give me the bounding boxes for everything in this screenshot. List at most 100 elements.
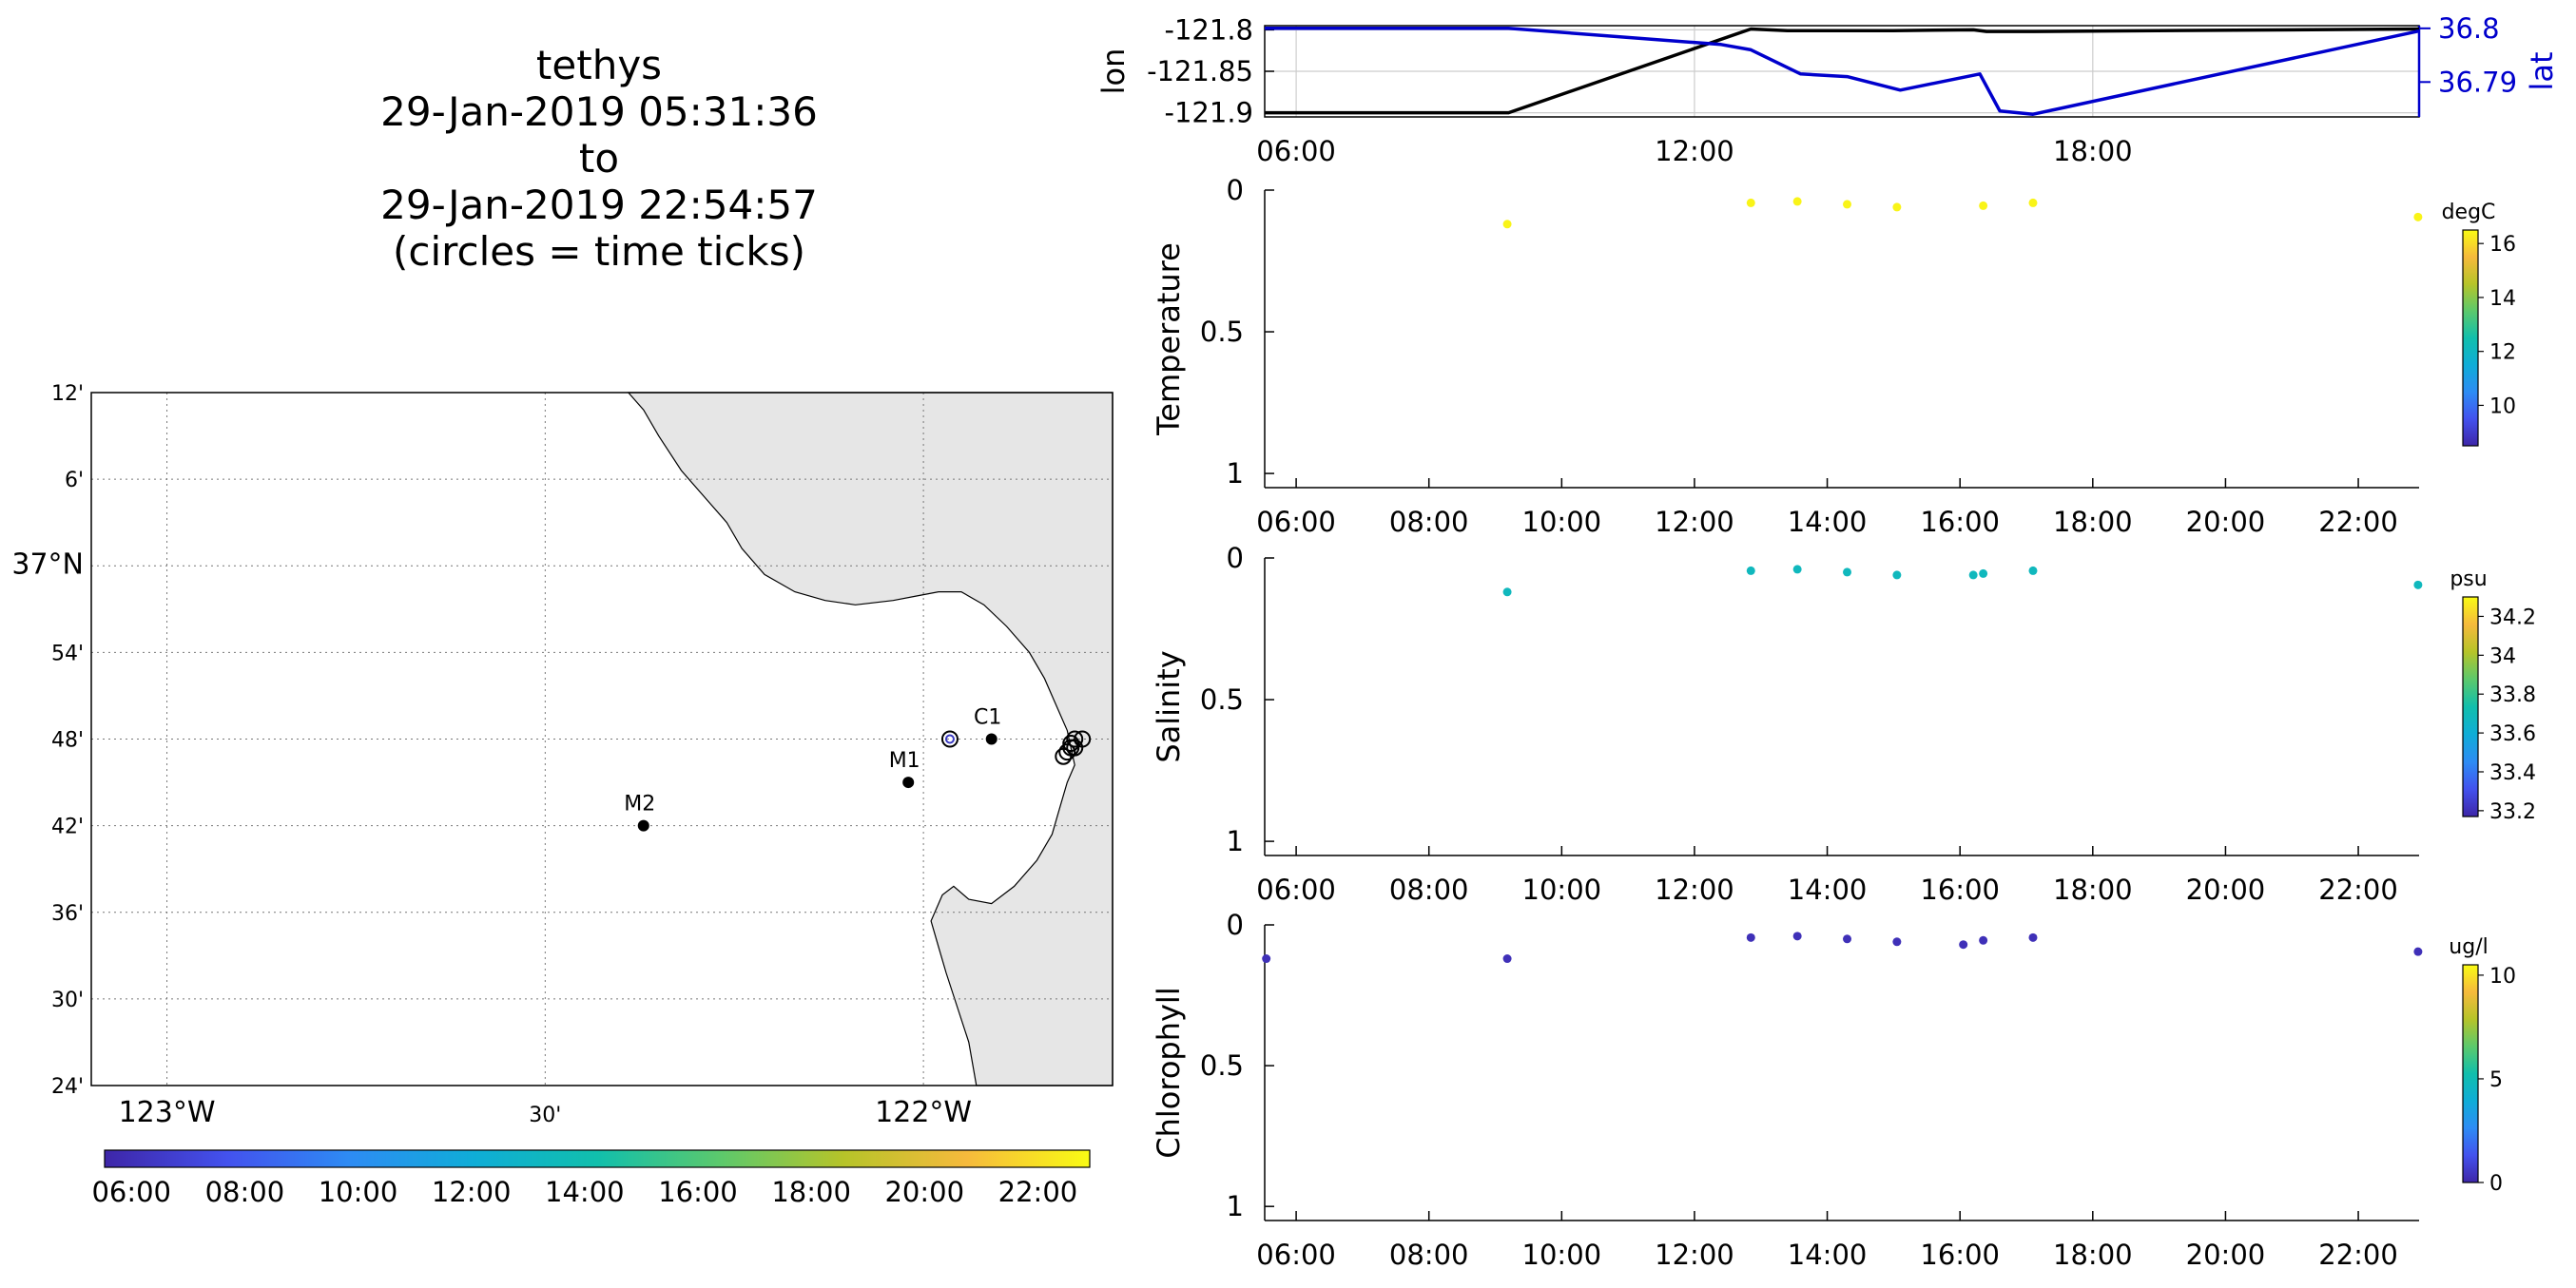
temperature-colorbar-tick-label: 12	[2489, 341, 2516, 365]
map-lat-tick-label: 37°N	[11, 548, 84, 581]
chlorophyll-y-tick-label: 0	[1227, 909, 1244, 941]
track-time-circle	[1066, 730, 1084, 748]
chlorophyll-x-tick-label: 10:00	[1522, 1239, 1602, 1271]
temperature-data-point	[1843, 200, 1852, 209]
station-marker	[902, 777, 915, 789]
lonlat-x-tick-label: 12:00	[1655, 135, 1734, 167]
track-time-circle	[1055, 747, 1073, 765]
chlorophyll-data-point	[1502, 954, 1512, 964]
chlorophyll-x-tick-label: 12:00	[1655, 1239, 1734, 1271]
salinity-x-tick-label: 18:00	[2053, 874, 2133, 906]
salinity-y-tick-label: 0.5	[1200, 683, 1244, 716]
temperature-x-tick-label: 10:00	[1522, 506, 1602, 538]
time-colorbar-tick-label: 06:00	[91, 1176, 171, 1208]
chlorophyll-data-point	[1959, 940, 1968, 950]
map-frame	[90, 392, 1114, 1086]
temperature-data-point	[1746, 198, 1755, 207]
salinity-data-point	[1502, 587, 1512, 597]
time-colorbar-tick-label: 10:00	[319, 1176, 398, 1208]
salinity-data-point	[1843, 567, 1852, 577]
salinity-x-tick-label: 14:00	[1788, 874, 1868, 906]
salinity-colorbar-units: psu	[2450, 567, 2487, 591]
lon-tick-label: -121.8	[1165, 13, 1254, 46]
salinity-y-tick-label: 1	[1227, 825, 1244, 857]
salinity-data-point	[1746, 566, 1755, 575]
chlorophyll-colorbar-tick-label: 10	[2489, 965, 2516, 989]
time-colorbar-tick-label: 22:00	[998, 1176, 1078, 1208]
salinity-x-tick-label: 22:00	[2318, 874, 2398, 906]
figure-title: tethys 29-Jan-2019 05:31:36 to 29-Jan-20…	[228, 42, 970, 275]
salinity-x-tick-label: 10:00	[1522, 874, 1602, 906]
chlorophyll-data-point	[1892, 937, 1902, 947]
lonlat-x-tick-label: 18:00	[2053, 135, 2133, 167]
chlorophyll-x-tick-label: 14:00	[1788, 1239, 1868, 1271]
temperature-x-tick-label: 14:00	[1788, 506, 1868, 538]
chlorophyll-data-point	[1262, 954, 1271, 964]
title-line-vehicle: tethys	[535, 42, 663, 88]
temperature-data-point	[1792, 197, 1802, 206]
map-lat-tick-label: 6'	[65, 469, 84, 492]
chlorophyll-colorbar-units: ug/l	[2449, 935, 2488, 959]
lonlat-x-tick-label: 06:00	[1256, 135, 1336, 167]
map-lat-tick-label: 12'	[51, 382, 84, 406]
temperature-x-tick-label: 18:00	[2053, 506, 2133, 538]
track-start-marker	[944, 734, 955, 744]
temperature-x-tick-label: 16:00	[1920, 506, 2000, 538]
time-colorbar-tick-label: 20:00	[884, 1176, 964, 1208]
chlorophyll-x-tick-label: 20:00	[2186, 1239, 2266, 1271]
map-lon-tick-label: 122°W	[875, 1096, 972, 1129]
temperature-y-tick-label: 0	[1227, 174, 1244, 206]
temperature-x-tick-label: 22:00	[2318, 506, 2398, 538]
temperature-colorbar-units: degC	[2442, 201, 2496, 224]
track-time-circle	[1062, 735, 1080, 753]
chlorophyll-x-tick-label: 22:00	[2318, 1239, 2398, 1271]
salinity-data-point	[2413, 580, 2423, 589]
temperature-data-point	[1892, 202, 1902, 212]
station-label: C1	[974, 706, 1001, 730]
salinity-colorbar-tick-label: 33.8	[2489, 683, 2536, 707]
lon-series-line	[1265, 27, 2420, 115]
salinity-x-tick-label: 08:00	[1389, 874, 1469, 906]
map-lat-tick-label: 36'	[51, 902, 84, 926]
station-marker	[985, 733, 997, 745]
temperature-colorbar-tick-label: 14	[2489, 287, 2516, 311]
salinity-data-point	[1792, 565, 1802, 574]
map-lat-tick-label: 48'	[51, 729, 84, 753]
map-lon-tick-label: 30'	[529, 1104, 561, 1127]
temperature-x-tick-label: 06:00	[1256, 506, 1336, 538]
temperature-axis-label: Temperature	[1151, 242, 1187, 436]
chlorophyll-colorbar-tick-label: 5	[2489, 1068, 2503, 1092]
chlorophyll-x-tick-label: 16:00	[1920, 1239, 2000, 1271]
salinity-x-tick-label: 20:00	[2186, 874, 2266, 906]
lat-series-line	[1265, 27, 2420, 116]
chlorophyll-colorbar	[2462, 964, 2479, 1183]
salinity-colorbar	[2462, 596, 2479, 817]
time-colorbar-tick-label: 12:00	[432, 1176, 512, 1208]
temperature-colorbar-tick-label: 16	[2489, 233, 2516, 257]
station-label: M2	[624, 793, 655, 817]
salinity-data-point	[1979, 568, 1988, 578]
chlorophyll-data-point	[2413, 947, 2423, 956]
temperature-data-point	[1979, 201, 1988, 210]
salinity-colorbar-tick-label: 33.4	[2489, 761, 2536, 785]
track-time-circle	[940, 730, 959, 748]
salinity-x-tick-label: 12:00	[1655, 874, 1734, 906]
chlorophyll-y-tick-label: 0.5	[1200, 1049, 1244, 1082]
chlorophyll-x-tick-label: 18:00	[2053, 1239, 2133, 1271]
map-lon-tick-label: 123°W	[119, 1096, 216, 1129]
salinity-data-point	[1892, 570, 1902, 580]
temperature-colorbar	[2462, 229, 2479, 447]
title-line-start: 29-Jan-2019 05:31:36	[380, 88, 818, 135]
title-line-end: 29-Jan-2019 22:54:57	[380, 182, 818, 228]
salinity-colorbar-tick-label: 33.2	[2489, 800, 2536, 824]
salinity-colorbar-tick-label: 34.2	[2489, 606, 2536, 629]
station-label: M1	[889, 749, 920, 773]
chlorophyll-colorbar-tick-label: 0	[2489, 1172, 2503, 1196]
chlorophyll-data-point	[1843, 934, 1852, 944]
temperature-data-point	[1502, 220, 1512, 229]
chlorophyll-y-tick-label: 1	[1227, 1190, 1244, 1222]
chlorophyll-data-point	[1746, 932, 1755, 942]
temperature-colorbar-tick-label: 10	[2489, 394, 2516, 418]
salinity-data-point	[1968, 570, 1978, 580]
